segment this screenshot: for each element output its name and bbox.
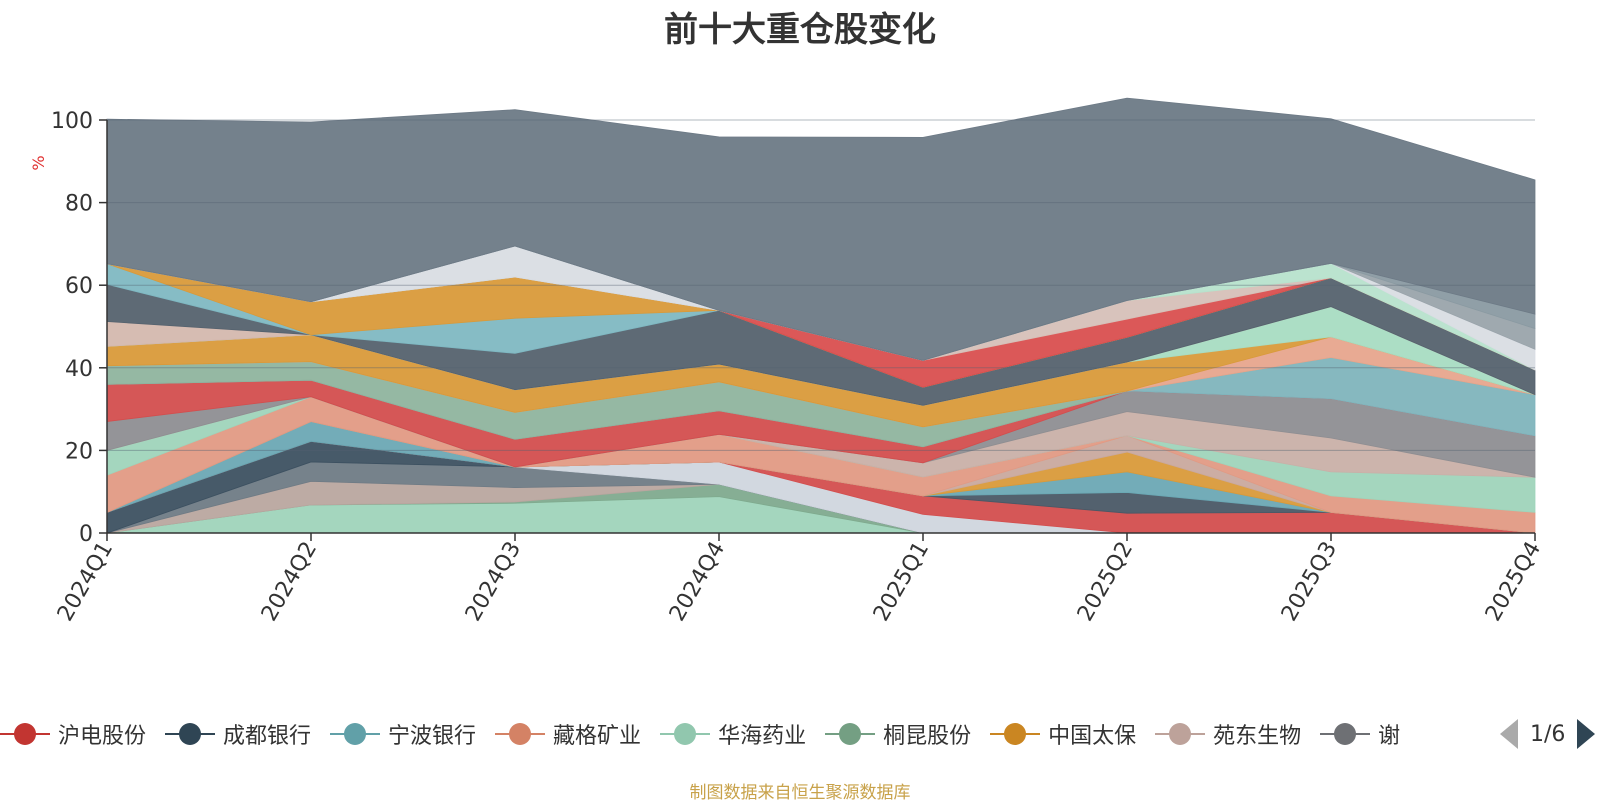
legend-marker-icon <box>1320 723 1371 745</box>
area-series-group <box>106 97 1536 534</box>
x-tick-label: 2024Q1 <box>53 538 118 626</box>
legend-prev-page-icon[interactable] <box>1500 719 1518 749</box>
legend-item[interactable]: 宁波银行 <box>330 712 476 756</box>
legend-next-page-icon[interactable] <box>1577 719 1596 749</box>
legend-label: 藏格矿业 <box>553 724 642 749</box>
legend-marker-icon <box>0 723 50 745</box>
legend-item[interactable]: 成都银行 <box>165 712 311 756</box>
legend-item[interactable]: 谢 <box>1320 712 1400 756</box>
legend-item[interactable]: 中国太保 <box>990 712 1136 756</box>
legend-label: 沪电股份 <box>58 724 147 749</box>
y-tick-label: 100 <box>51 109 93 134</box>
legend-marker-icon <box>825 723 876 745</box>
x-tick-label: 2025Q1 <box>869 538 934 626</box>
legend-item[interactable]: 苑东生物 <box>1155 712 1301 756</box>
x-tick-label: 2024Q3 <box>461 538 526 626</box>
grid-lines <box>107 119 1535 451</box>
legend: 沪电股份 成都银行 宁波银行 藏格矿业 华海药业 桐昆股份 中国太保 苑东生物 谢 1/6 <box>0 712 1600 756</box>
legend-label: 成都银行 <box>223 724 312 749</box>
legend-marker-icon <box>165 723 216 745</box>
legend-label: 宁波银行 <box>388 724 477 749</box>
legend-label: 苑东生物 <box>1213 724 1302 749</box>
x-tick-label: 2024Q4 <box>665 538 730 626</box>
chart-title: 前十大重仓股变化 <box>664 10 936 50</box>
legend-pager: 1/6 <box>1500 712 1596 756</box>
legend-label: 桐昆股份 <box>883 724 972 749</box>
x-tick-label: 2024Q2 <box>257 538 322 626</box>
legend-items: 沪电股份 成都银行 宁波银行 藏格矿业 华海药业 桐昆股份 中国太保 苑东生物 谢 <box>0 712 1482 756</box>
y-tick-label: 20 <box>65 439 93 464</box>
legend-marker-icon <box>330 723 381 745</box>
legend-label: 华海药业 <box>718 724 807 749</box>
legend-page-indicator: 1/6 <box>1530 721 1566 747</box>
y-tick-label: 80 <box>65 192 93 217</box>
area-series-32[interactable] <box>106 97 1536 361</box>
legend-item[interactable]: 藏格矿业 <box>495 712 641 756</box>
source-note: 制图数据来自恒生聚源数据库 <box>689 783 911 803</box>
x-tick-label: 2025Q3 <box>1277 538 1342 626</box>
y-tick-label: 0 <box>79 522 93 547</box>
x-tick-label: 2025Q2 <box>1073 538 1138 626</box>
legend-marker-icon <box>660 723 711 745</box>
legend-marker-icon <box>495 723 546 745</box>
stacked-area-chart: 0 20 40 60 80 100% 2024Q1 2024Q2 2024Q3 2024Q4 202… <box>29 97 1546 626</box>
x-tick-label: 2025Q4 <box>1481 538 1546 626</box>
legend-marker-icon <box>1155 723 1206 745</box>
legend-item[interactable]: 桐昆股份 <box>825 712 971 756</box>
y-tick-label: 60 <box>65 274 93 299</box>
legend-label: 中国太保 <box>1048 724 1137 749</box>
y-axis-unit-label: % <box>29 155 48 170</box>
legend-item[interactable]: 沪电股份 <box>0 712 146 756</box>
y-tick-label: 40 <box>65 357 93 382</box>
legend-label: 谢 <box>1378 724 1401 749</box>
legend-item[interactable]: 华海药业 <box>660 712 806 756</box>
legend-marker-icon <box>990 723 1041 745</box>
